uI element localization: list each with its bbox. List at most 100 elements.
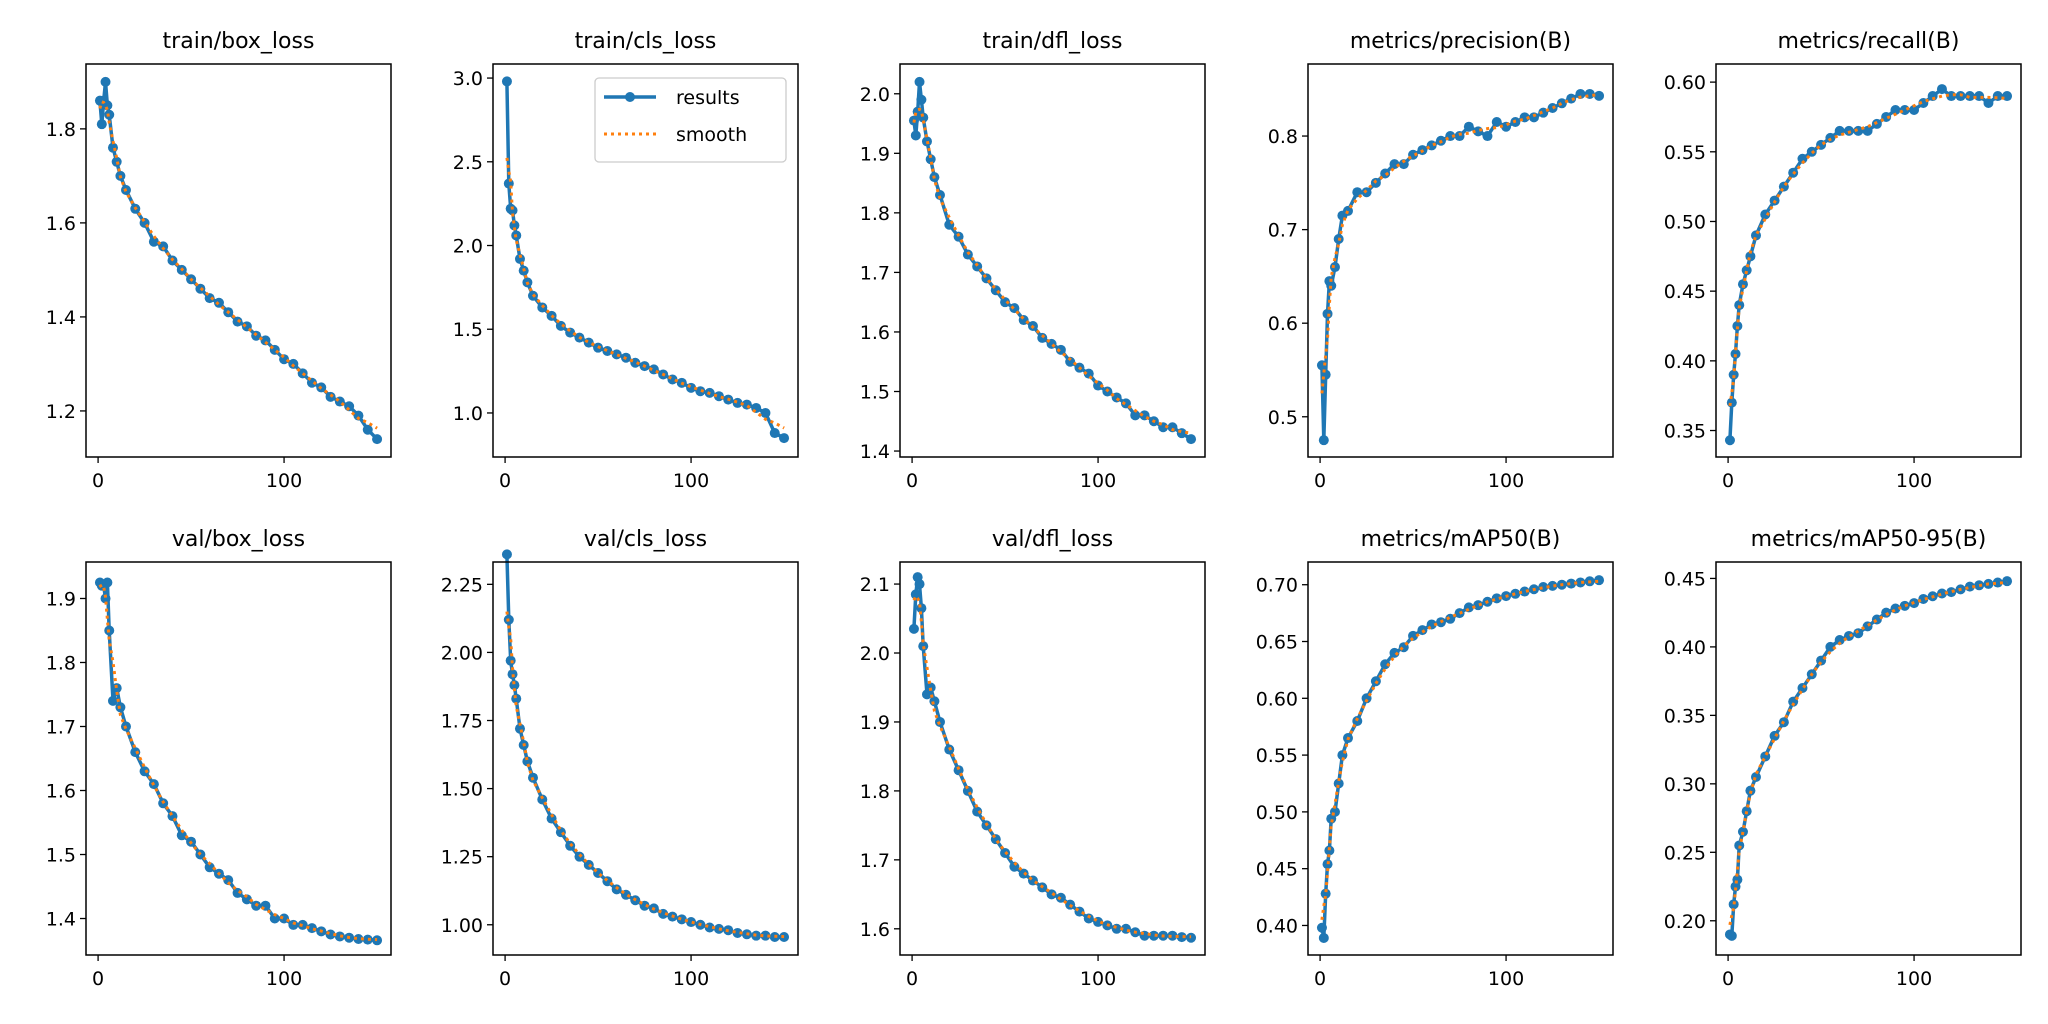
axes-frame [899,63,1206,458]
results-point [1130,410,1141,421]
x-tick-label: 0 [906,470,918,492]
y-tick-label: 1.6 [860,919,890,941]
results-point [1741,265,1752,276]
subplot-val-cls-loss: val/cls_loss 0 100 1.00 1.25 1.50 1.75 2.00 2.25 [441,527,799,990]
axes-frame [85,561,392,956]
results-point [1992,577,2003,588]
results-point [1862,125,1873,136]
x-tick-label: 100 [673,470,709,492]
results-line [912,575,1192,940]
results-point [102,577,113,588]
results-line [98,80,379,441]
results-point [611,349,622,360]
results-point [1120,398,1131,409]
subplot-train-cls-loss: train/cls_loss 0 100 1.0 1.5 2.0 2.5 3.0 results… [453,29,799,492]
results-line [1320,92,1600,442]
results-point [910,130,921,141]
smooth-line [98,99,378,430]
results-point [1734,840,1745,851]
results-point [732,927,743,938]
y-tick-label: 0.40 [1664,351,1706,373]
results-point [1726,397,1737,408]
axes-frame [1307,63,1614,458]
results-line [505,554,785,939]
results-point [1737,279,1748,290]
results-point [111,683,122,694]
y-tick-label: 1.5 [46,845,76,867]
results-point [148,236,159,247]
results-point [1186,434,1197,445]
y-tick-label: 1.7 [860,850,890,872]
x-tick-label: 100 [1080,470,1116,492]
results-point [1594,90,1605,101]
results-point [507,669,518,680]
subplot-val-box-loss: val/box_loss 0 100 1.4 1.5 1.6 1.7 1.8 1.9 [46,527,392,990]
results-point [1528,112,1539,123]
subplot-title: train/box_loss [163,29,315,54]
results-point [555,320,566,331]
y-tick-label: 0.65 [1256,632,1298,654]
results-point [1881,111,1892,122]
y-tick-label: 1.9 [860,712,890,734]
results-point [1899,600,1910,611]
results-point [1320,888,1331,899]
results-point [574,851,585,862]
results-point [1769,730,1780,741]
results-line [912,80,1193,441]
results-point [107,695,118,706]
subplot-val-dfl-loss: val/dfl_loss 0 100 1.6 1.7 1.8 1.9 2.0 2.1 [860,527,1206,990]
smooth-line [98,583,378,942]
smooth-line [505,611,785,939]
results-point [100,76,111,87]
subplot-title: metrics/mAP50-95(B) [1751,527,1987,552]
results-point [1853,628,1864,639]
y-tick-label: 1.7 [46,716,76,738]
results-point [1324,845,1335,856]
y-tick-label: 1.5 [860,382,890,404]
results-line [1728,579,2008,938]
results-point [288,919,299,930]
results-point [908,623,919,634]
results-point [1176,932,1187,943]
results-point [1825,641,1836,652]
results-point [695,386,706,397]
results-point [1380,168,1391,179]
subplot-metrics-map50-b-: metrics/mAP50(B) 0 100 0.40 0.45 0.50 0.55 0.60… [1256,527,1614,990]
y-tick-label: 0.35 [1664,705,1706,727]
results-point [769,428,780,439]
results-point [1445,613,1456,624]
y-tick-label: 1.0 [453,403,483,425]
y-tick-label: 0.35 [1664,421,1706,443]
results-point [1329,262,1340,273]
results-point [914,579,925,590]
results-point [1009,303,1020,314]
y-tick-label: 0.25 [1664,842,1706,864]
results-point [1556,98,1567,109]
subplot-train-box-loss: train/box_loss 0 100 1.2 1.4 1.6 1.8 [46,29,392,492]
subplot-title: train/dfl_loss [983,29,1123,54]
results-point [1482,131,1493,142]
results-point [2002,576,2013,587]
results-point [916,94,927,105]
y-tick-label: 0.30 [1664,774,1706,796]
results-point [372,434,383,445]
results-point [334,931,345,942]
axes-frame [492,63,799,458]
y-tick-label: 1.50 [441,779,483,801]
results-point [1732,321,1743,331]
results-point [1750,771,1761,782]
results-point [1566,93,1577,104]
results-point [1936,84,1947,95]
results-point [1000,297,1011,308]
y-tick-label: 0.8 [1268,126,1298,148]
y-tick-label: 1.9 [46,588,76,610]
y-tick-label: 0.6 [1268,313,1298,335]
results-point [509,220,520,231]
axes-frame [899,561,1206,956]
y-tick-label: 0.50 [1256,802,1298,824]
y-tick-label: 0.7 [1268,220,1298,242]
results-point [1964,91,1975,102]
y-tick-label: 2.0 [453,236,483,258]
results-point [1037,332,1048,343]
results-point [537,794,548,805]
